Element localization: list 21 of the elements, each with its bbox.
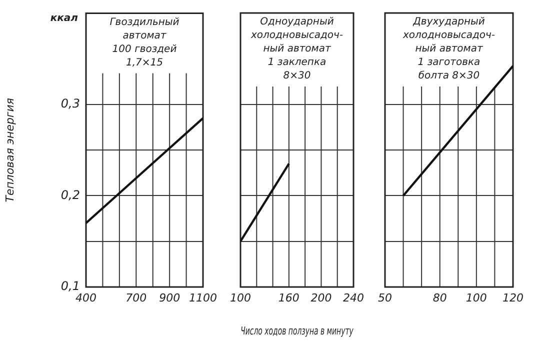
x-tick-label: 120 bbox=[502, 291, 524, 304]
x-tick-label: 100 bbox=[230, 291, 251, 304]
x-tick-label: 700 bbox=[126, 291, 147, 304]
x-tick-label: 900 bbox=[159, 291, 180, 304]
y-tick-label: 0,3 bbox=[60, 96, 80, 111]
y-tick-label: 0,2 bbox=[60, 188, 80, 202]
x-axis-title: Число ходов ползуна в минуту bbox=[240, 324, 354, 338]
text: Двухударный холодновысадоч- ный автомат 1 заготовка болта 8×30 bbox=[402, 16, 496, 82]
text: ккал bbox=[50, 12, 79, 24]
text: Одноударный холодновысадоч- ный автомат 1 заклепка 8×30 bbox=[250, 16, 344, 82]
x-tick-label: 160 bbox=[278, 291, 300, 304]
x-tick-label: 200 bbox=[310, 291, 332, 304]
x-tick-label: 1100 bbox=[189, 291, 218, 304]
x-tick-label: 80 bbox=[432, 291, 447, 304]
x-tick-label: 400 bbox=[76, 291, 96, 304]
y-tick-label: 0,1 bbox=[60, 279, 80, 294]
x-tick-label: 240 bbox=[343, 291, 364, 304]
y-axis-title: Тепловая энергия bbox=[3, 98, 16, 202]
x-tick-label: 100 bbox=[466, 291, 487, 304]
text: Гвоздильный автомат 100 гвоздей 1,7×15 bbox=[110, 16, 180, 68]
x-tick-label: 50 bbox=[378, 291, 392, 304]
